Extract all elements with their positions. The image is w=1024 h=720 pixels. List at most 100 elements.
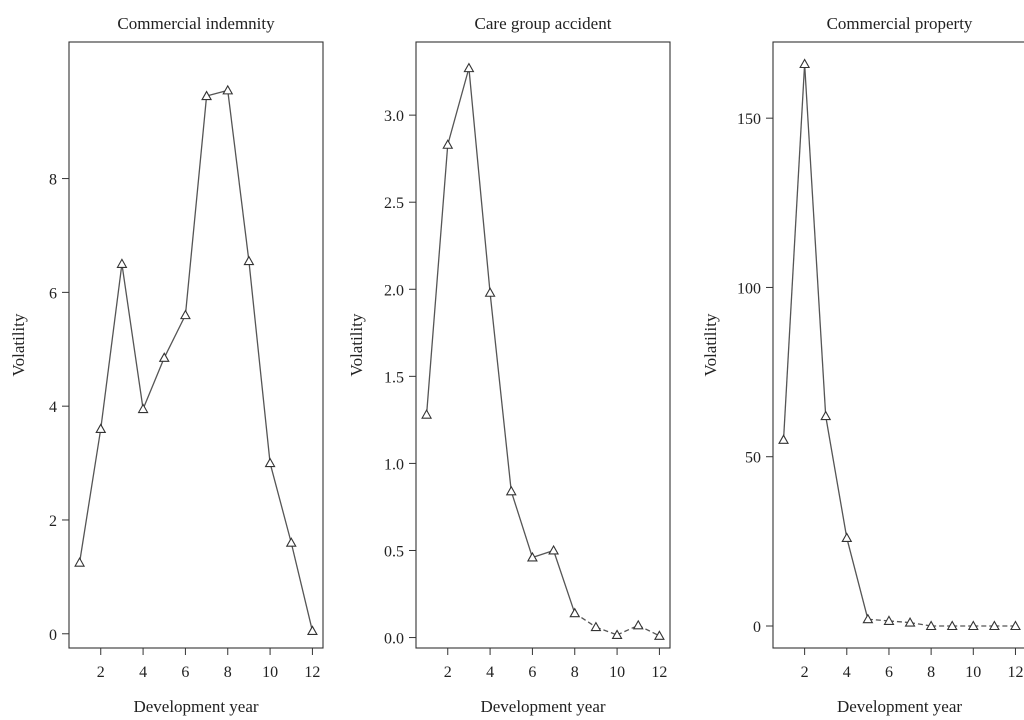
series-line-segment <box>888 620 911 624</box>
series-line-segment <box>121 263 144 410</box>
data-point-triangle <box>264 457 276 468</box>
x-tick-label: 8 <box>224 664 232 681</box>
series-line-segment <box>290 542 314 632</box>
chart-panel-1: Commercial indemnity Development year Vola… <box>9 14 324 716</box>
data-point-triangle <box>548 544 560 555</box>
data-point-triangle <box>222 84 234 95</box>
x-tick-label: 2 <box>801 664 809 681</box>
data-point-triangle <box>611 629 623 639</box>
x-axis-label: Development year <box>480 697 605 716</box>
x-tick-label: 4 <box>139 664 147 681</box>
y-tick-label: 8 <box>49 172 57 189</box>
y-axis-label: Volatility <box>701 313 720 376</box>
x-tick-label: 6 <box>528 664 536 681</box>
plot-frame <box>415 41 671 649</box>
data-point-triangle <box>967 620 979 631</box>
data-point-triangle <box>137 403 149 414</box>
data-point-triangle <box>285 537 297 547</box>
chart-title: Commercial property <box>827 14 973 33</box>
series-line-segment <box>489 292 512 492</box>
y-tick-label: 3.0 <box>384 108 404 125</box>
series-line-segment <box>142 357 165 410</box>
x-tick-label: 12 <box>651 664 667 681</box>
series-line-segment <box>825 415 848 539</box>
y-axis-label: Volatility <box>347 313 366 376</box>
data-point-triangle <box>421 409 433 419</box>
x-tick-label: 8 <box>927 664 935 681</box>
x-tick-label: 6 <box>181 664 189 681</box>
data-point-triangle <box>442 139 454 149</box>
y-tick-label: 6 <box>49 285 57 302</box>
series-line-segment <box>846 537 869 620</box>
data-point-triangle <box>778 434 789 444</box>
data-point-triangle <box>306 625 318 635</box>
y-axis-label: Volatility <box>9 313 28 376</box>
series-line-segment <box>909 621 932 627</box>
x-tick-label: 10 <box>262 664 278 681</box>
x-tick-label: 10 <box>609 664 625 681</box>
data-point-triangle <box>179 309 191 320</box>
x-tick-label: 8 <box>571 664 579 681</box>
series-line-segment <box>425 144 449 415</box>
data-point-triangle <box>799 58 811 69</box>
data-point-triangle <box>988 620 1000 631</box>
series-line-segment <box>552 550 576 614</box>
series-line-segment <box>782 63 806 440</box>
series-line-segment <box>184 95 208 316</box>
y-tick-label: 100 <box>737 280 761 297</box>
data-point-triangle <box>74 557 86 567</box>
series-line-segment <box>803 63 827 417</box>
y-tick-label: 1.0 <box>384 456 404 473</box>
data-point-triangle <box>505 485 517 496</box>
chart-panel-2: Care group accident Development year Volat… <box>347 14 671 716</box>
series-line-segment <box>100 263 123 430</box>
x-tick-label: 12 <box>1007 664 1023 681</box>
data-point-triangle <box>1010 620 1021 631</box>
data-point-triangle <box>484 287 496 297</box>
data-point-triangle <box>95 423 107 433</box>
data-point-triangle <box>904 616 916 627</box>
series-line-segment <box>163 314 186 359</box>
data-point-triangle <box>632 619 644 630</box>
y-tick-label: 2.0 <box>384 282 404 299</box>
series-line-segment <box>269 462 292 543</box>
x-tick-label: 2 <box>444 664 452 681</box>
x-tick-label: 6 <box>885 664 893 681</box>
data-point-triangle <box>158 352 170 362</box>
x-tick-label: 12 <box>304 664 320 681</box>
data-point-triangle <box>946 620 958 631</box>
plot-frame <box>68 41 324 649</box>
series-line-segment <box>867 618 890 622</box>
chart-title: Commercial indemnity <box>117 14 275 33</box>
y-tick-label: 4 <box>49 399 57 416</box>
series-line-segment <box>248 261 271 464</box>
data-point-triangle <box>243 255 255 266</box>
y-tick-label: 0 <box>49 627 57 644</box>
data-point-triangle <box>925 620 937 631</box>
series-line-segment <box>227 90 250 262</box>
data-point-triangle <box>820 410 832 421</box>
data-point-triangle <box>569 607 581 618</box>
chart-panel-3: Commercial property Development year Volat… <box>701 14 1024 716</box>
y-tick-label: 50 <box>745 450 761 467</box>
data-point-triangle <box>201 90 213 101</box>
y-tick-label: 2.5 <box>384 195 404 212</box>
data-point-triangle <box>862 613 874 624</box>
data-point-triangle <box>883 615 895 625</box>
series-line-segment <box>468 68 491 293</box>
x-axis-label: Development year <box>133 697 258 716</box>
data-point-triangle <box>116 258 128 268</box>
x-axis-label: Development year <box>837 697 962 716</box>
data-point-triangle <box>463 62 475 73</box>
y-tick-label: 0 <box>753 619 761 636</box>
y-tick-label: 0.5 <box>384 543 404 560</box>
series-line-segment <box>510 491 534 558</box>
plot-frame <box>772 41 1024 649</box>
y-tick-label: 150 <box>737 111 761 128</box>
data-point-triangle <box>526 551 538 562</box>
data-point-triangle <box>590 621 602 632</box>
x-tick-label: 4 <box>843 664 851 681</box>
x-tick-label: 10 <box>965 664 981 681</box>
y-tick-label: 0.0 <box>384 631 404 648</box>
